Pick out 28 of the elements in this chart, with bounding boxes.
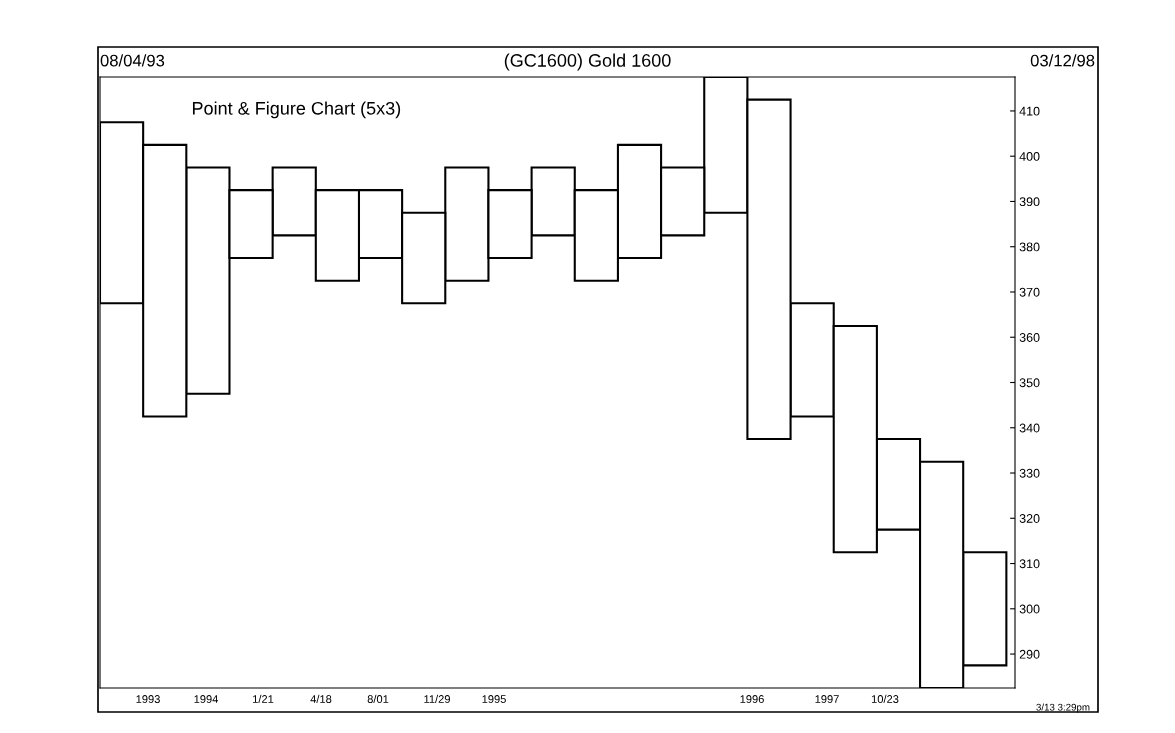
text: Point & Figure Chart (5x3) [192, 101, 401, 119]
y-tick-label: 390 [1019, 197, 1040, 207]
text: 1994 [194, 695, 219, 703]
y-tick-label: 360 [1019, 333, 1040, 342]
text: 4/18 [310, 694, 332, 703]
y-tick-label: 370 [1019, 287, 1040, 297]
y-tick-label: 290 [1019, 649, 1040, 659]
y-tick-label: 310 [1019, 559, 1040, 569]
y-tick-label: 380 [1019, 242, 1040, 252]
y-tick-label: 300 [1019, 604, 1040, 614]
y-tick-label: 320 [1019, 514, 1040, 523]
text: 1995 [482, 695, 506, 703]
text: 8/01 [367, 694, 389, 703]
text: 3/13 3:29pm [1036, 703, 1090, 713]
text: 1996 [740, 695, 764, 703]
text: 10/23 [871, 694, 899, 703]
text: 11/29 [424, 694, 450, 703]
text: 1993 [136, 695, 160, 703]
y-tick-label: 410 [1019, 106, 1040, 116]
y-tick-label: 330 [1019, 468, 1040, 478]
y-tick-label: 400 [1019, 152, 1040, 161]
text: 08/04/93 [100, 54, 165, 67]
text: 1997 [815, 695, 839, 703]
text: 03/12/98 [1030, 54, 1095, 67]
y-tick-label: 350 [1019, 378, 1040, 388]
text: 1/21 [253, 694, 274, 703]
chart-title: (GC1600) Gold 1600 [504, 53, 671, 71]
y-tick-label: 340 [1019, 423, 1040, 433]
